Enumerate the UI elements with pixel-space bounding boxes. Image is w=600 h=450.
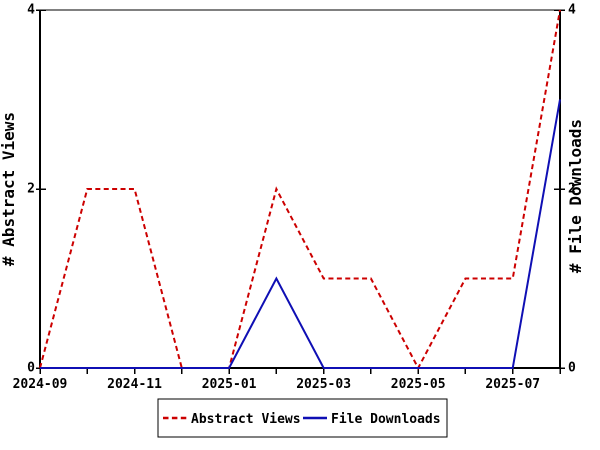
x-tick-label: 2025-01: [202, 377, 257, 392]
y-tick-label-left: 0: [27, 361, 35, 376]
legend: Abstract Views File Downloads: [157, 398, 448, 438]
x-tick-label: 2025-07: [485, 377, 540, 392]
series-lines: [39, 9, 561, 371]
y-tick-label-right: 4: [568, 3, 576, 18]
y-tick-label-left: 4: [27, 3, 35, 18]
legend-label: File Downloads: [331, 412, 441, 427]
legend-label: Abstract Views: [191, 412, 301, 427]
y-axis-left: 0 2 4: [27, 3, 46, 376]
y-axis-left-title: # Abstract Views: [0, 112, 18, 266]
series-abstract-views-line: [39, 9, 561, 371]
y-tick-label-right: 0: [568, 361, 576, 376]
series-file-downloads-line: [40, 99, 561, 369]
x-tick-label: 2025-03: [296, 377, 351, 392]
x-tick-label: 2024-09: [13, 377, 68, 392]
plot-frame: [39, 9, 561, 369]
y-tick-label-right: 2: [568, 182, 576, 197]
plot-border: [39, 9, 561, 369]
y-axis-right-title: # File Downloads: [566, 119, 585, 273]
y-tick-label-left: 2: [27, 182, 35, 197]
x-tick-label: 2025-05: [391, 377, 446, 392]
x-tick-label: 2024-11: [107, 377, 162, 392]
legend-box: [157, 398, 448, 438]
x-axis: 2024-09 2024-11 2025-01 2025-03 2025-05 2025-…: [13, 368, 561, 392]
